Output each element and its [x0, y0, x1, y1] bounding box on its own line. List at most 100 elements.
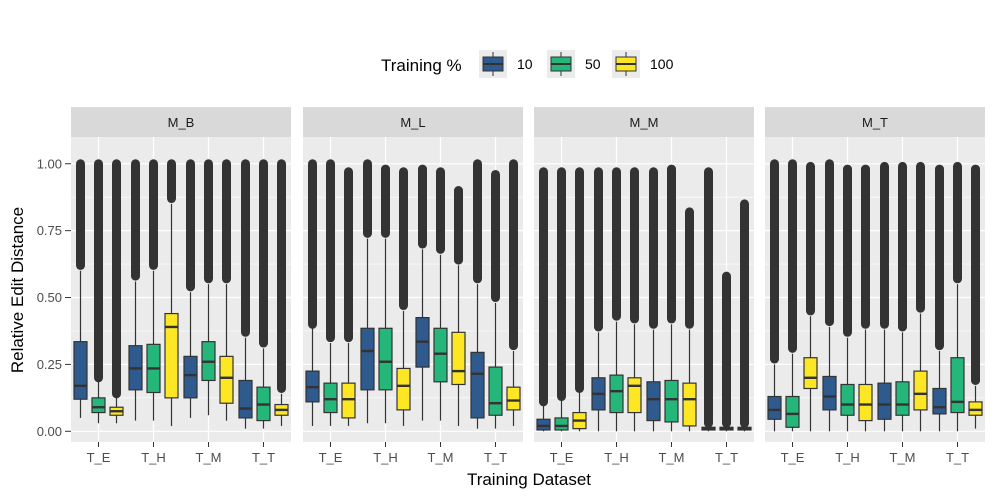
box-M_M-T_T-100: [737, 199, 752, 432]
box-M_T-T_T-10: [932, 164, 947, 432]
box-body: [822, 375, 837, 411]
box-body: [950, 357, 965, 414]
x-tick-label: T_H: [835, 450, 860, 465]
box-M_M-T_M-10: [646, 167, 661, 432]
box-body: [913, 370, 928, 411]
box-M_M-T_M-100: [682, 207, 697, 432]
x-tick-label: T_H: [604, 450, 629, 465]
box-M_B-T_T-100: [274, 159, 289, 426]
box-M_B-T_H-10: [128, 159, 143, 421]
box-M_T-T_M-10: [877, 161, 892, 432]
box-M_T-T_H-10: [822, 159, 837, 432]
box-M_B-T_H-50: [146, 159, 161, 421]
box-M_B-T_M-100: [219, 159, 234, 421]
box-M_L-T_T-50: [488, 169, 503, 429]
box-M_T-T_E-50: [785, 159, 800, 432]
y-tick-label: 0.75: [37, 223, 62, 238]
x-tick-label: T_M: [659, 450, 685, 465]
box-M_T-T_M-100: [913, 161, 928, 432]
strip-label: M_M: [630, 115, 659, 130]
box-M_M-T_H-10: [591, 167, 606, 432]
box-M_M-T_T-10: [701, 167, 716, 432]
box-M_B-T_H-100: [164, 159, 179, 426]
panel-background: [71, 137, 291, 442]
box-body: [433, 327, 448, 383]
box-body: [785, 395, 800, 428]
box-M_L-T_H-100: [396, 167, 411, 426]
box-body: [803, 357, 818, 390]
box-M_L-T_E-100: [341, 167, 356, 426]
box-body: [341, 382, 356, 419]
box-M_B-T_T-10: [238, 159, 253, 429]
x-tick-label: T_M: [196, 450, 222, 465]
box-M_L-T_H-50: [378, 164, 393, 424]
x-tick-label: T_E: [550, 450, 574, 465]
panel-M_M: M_M T_E T_H T_M T_T: [534, 107, 754, 465]
x-tick-label: T_H: [141, 450, 166, 465]
box-body: [895, 381, 910, 416]
x-tick-label: T_M: [890, 450, 916, 465]
box-M_M-T_E-100: [572, 167, 587, 432]
box-body: [238, 379, 253, 419]
x-tick-label: T_T: [946, 450, 969, 465]
panel-M_T: M_T T_E T_H T_M T_T: [765, 107, 985, 465]
legend-label-10: 10: [517, 56, 533, 72]
panel-M_B: M_B T_E T_H T_M T_T: [71, 107, 291, 465]
box-M_T-T_E-10: [767, 159, 782, 432]
y-tick-label: 0.50: [37, 290, 62, 305]
box-body: [470, 351, 485, 419]
box-body: [91, 397, 106, 414]
box-body: [73, 341, 88, 400]
x-tick-label: T_T: [484, 450, 507, 465]
box-M_B-T_M-10: [183, 159, 198, 418]
facet-panels: M_B T_E T_H T_M T_T M_L T_E T_H T_M T_T M_M T_E T_H T…: [71, 107, 985, 465]
box-body: [554, 417, 569, 431]
box-body: [183, 355, 198, 399]
strip-background: [765, 107, 985, 137]
box-M_M-T_M-50: [664, 164, 679, 432]
box-M_B-T_E-100: [109, 159, 124, 424]
box-M_L-T_T-100: [506, 159, 521, 426]
box-body: [164, 312, 179, 399]
x-tick-label: T_E: [87, 450, 111, 465]
box-body: [396, 367, 411, 411]
x-tick-label: T_T: [252, 450, 275, 465]
box-M_L-T_H-10: [360, 159, 375, 424]
box-M_L-T_T-10: [470, 159, 485, 429]
x-tick-label: T_M: [428, 450, 454, 465]
strip-background: [534, 107, 754, 137]
strip-background: [71, 107, 291, 137]
box-M_T-T_H-100: [858, 164, 873, 432]
panel-background: [534, 137, 754, 442]
box-M_M-T_E-50: [554, 167, 569, 432]
box-M_L-T_E-50: [323, 159, 338, 426]
box-M_L-T_E-10: [305, 159, 320, 426]
y-axis-title: Relative Edit Distance: [8, 207, 27, 373]
box-M_L-T_M-50: [433, 167, 448, 421]
legend: Training % 10 50 100: [381, 50, 674, 78]
box-M_T-T_T-50: [950, 161, 965, 432]
y-tick-label: 0.25: [37, 357, 62, 372]
box-M_T-T_E-100: [803, 161, 818, 432]
x-axis-title: Training Dataset: [467, 470, 591, 489]
box-M_T-T_T-100: [968, 164, 983, 429]
box-M_M-T_H-50: [609, 167, 624, 432]
box-body: [877, 382, 892, 420]
box-body: [488, 366, 503, 416]
x-tick-label: T_E: [781, 450, 805, 465]
box-M_B-T_E-50: [91, 159, 106, 424]
box-M_M-T_H-100: [627, 167, 642, 432]
panel-background: [303, 137, 523, 442]
legend-title: Training %: [381, 56, 462, 75]
y-tick-label: 0.00: [37, 424, 62, 439]
box-M_M-T_E-10: [536, 167, 551, 432]
x-tick-label: T_T: [715, 450, 738, 465]
box-body: [646, 381, 661, 422]
box-body: [609, 374, 624, 414]
box-body: [378, 327, 393, 391]
strip-label: M_L: [400, 115, 425, 130]
strip-label: M_B: [168, 115, 195, 130]
x-tick-label: T_E: [319, 450, 343, 465]
box-M_L-T_M-100: [451, 186, 466, 426]
